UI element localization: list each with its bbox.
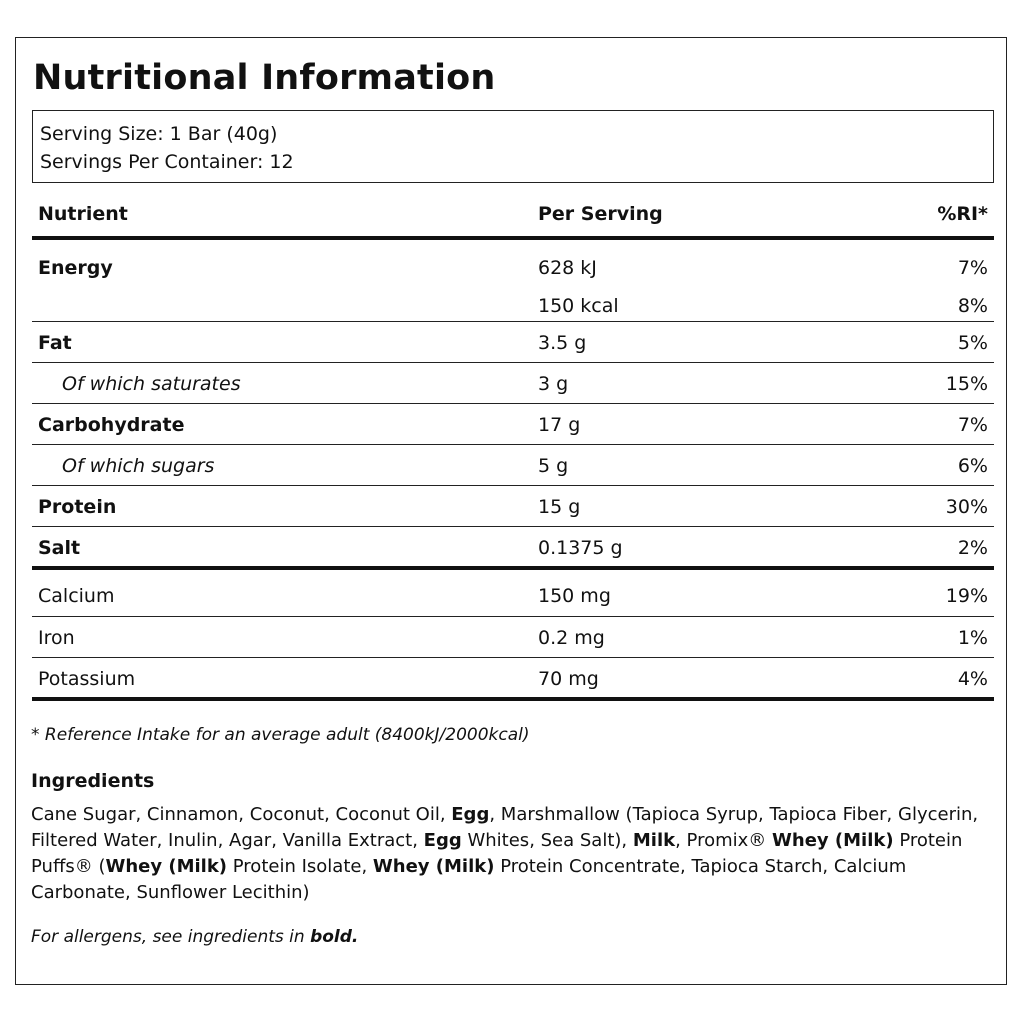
nutrient-ri: 15% bbox=[945, 373, 988, 395]
nutrient-name: Carbohydrate bbox=[38, 414, 185, 436]
nutrient-name: Fat bbox=[38, 332, 72, 354]
ingredient-text: Whites, Sea Salt), bbox=[461, 830, 633, 851]
allergen-ingredient: Whey (Milk) bbox=[372, 856, 495, 877]
nutrient-value: 15 g bbox=[538, 496, 581, 518]
nutrient-ri: 6% bbox=[957, 455, 988, 477]
serving-info-box: Serving Size: 1 Bar (40g) Servings Per C… bbox=[32, 110, 994, 183]
allergen-ingredient: Whey (Milk) bbox=[772, 830, 894, 851]
table-row-iron: Iron 0.2 mg 1% bbox=[32, 617, 994, 658]
nutrition-label: Nutritional Information Serving Size: 1 … bbox=[15, 37, 1007, 985]
nutrient-value: 0.1375 g bbox=[538, 537, 623, 559]
allergen-ingredient: Egg bbox=[451, 804, 490, 825]
ingredients-heading: Ingredients bbox=[31, 770, 155, 792]
table-row-carbohydrate: Carbohydrate 17 g 7% bbox=[32, 404, 994, 445]
allergen-note: For allergens, see ingredients in bold. bbox=[31, 927, 358, 947]
ingredients-text: Cane Sugar, Cinnamon, Coconut, Coconut O… bbox=[31, 802, 996, 906]
ingredient-text: , Marshmallow (Tapioca Syrup, Tapioca Fi… bbox=[31, 804, 979, 851]
ingredient-text: , Promix® bbox=[675, 830, 773, 851]
nutrient-name: Calcium bbox=[38, 585, 115, 607]
nutrient-name: Of which saturates bbox=[62, 373, 241, 395]
table-row-fat: Fat 3.5 g 5% bbox=[32, 322, 994, 363]
table-row-salt: Salt 0.1375 g 2% bbox=[32, 527, 994, 570]
ingredient-text: Cane Sugar, Cinnamon, Coconut, Coconut O… bbox=[31, 804, 452, 825]
ri-footnote: * Reference Intake for an average adult … bbox=[31, 725, 530, 745]
nutrient-name: Energy bbox=[38, 257, 113, 279]
header-nutrient: Nutrient bbox=[38, 203, 128, 225]
nutrient-name: Of which sugars bbox=[62, 455, 215, 477]
ingredient-text: Protein Concentrate, Tapioca Starch, Cal… bbox=[31, 856, 907, 903]
allergen-note-bold: bold. bbox=[310, 927, 359, 947]
nutrient-value: 150 mg bbox=[538, 585, 611, 607]
nutrient-value: 3 g bbox=[538, 373, 569, 395]
allergen-ingredient: Egg bbox=[423, 830, 462, 851]
allergen-ingredient: Milk bbox=[632, 830, 676, 851]
header-ri: %RI* bbox=[937, 203, 988, 225]
nutrient-value: 628 kJ bbox=[538, 257, 597, 279]
nutrient-ri: 4% bbox=[957, 668, 988, 690]
nutrient-value: 3.5 g bbox=[538, 332, 587, 354]
nutrient-value: 17 g bbox=[538, 414, 581, 436]
nutrient-ri: 1% bbox=[957, 627, 988, 649]
nutrient-name: Potassium bbox=[38, 668, 136, 690]
allergen-ingredient: Whey (Milk) bbox=[105, 856, 228, 877]
table-row-calcium: Calcium 150 mg 19% bbox=[32, 570, 994, 617]
servings-per-container: Servings Per Container: 12 bbox=[40, 151, 294, 173]
ingredient-text: Protein Isolate, bbox=[227, 856, 373, 877]
nutrient-ri: 2% bbox=[957, 537, 988, 559]
serving-size: Serving Size: 1 Bar (40g) bbox=[40, 123, 278, 145]
label-title: Nutritional Information bbox=[33, 58, 496, 98]
table-row-energy-kcal: 150 kcal 8% bbox=[32, 280, 994, 322]
header-per-serving: Per Serving bbox=[538, 203, 663, 225]
table-row-saturates: Of which saturates 3 g 15% bbox=[32, 363, 994, 404]
nutrient-value: 70 mg bbox=[538, 668, 599, 690]
table-row-protein: Protein 15 g 30% bbox=[32, 486, 994, 527]
table-header: Nutrient Per Serving %RI* bbox=[32, 195, 994, 240]
nutrition-table: Nutrient Per Serving %RI* Energy 628 kJ … bbox=[32, 195, 994, 701]
nutrient-ri: 5% bbox=[957, 332, 988, 354]
nutrient-ri: 19% bbox=[945, 585, 988, 607]
table-row-energy-kj: Energy 628 kJ 7% bbox=[32, 241, 994, 280]
ingredient-text: Protein Puffs® ( bbox=[31, 830, 963, 877]
nutrient-name: Salt bbox=[38, 537, 81, 559]
nutrient-name: Protein bbox=[38, 496, 117, 518]
nutrient-ri: 7% bbox=[957, 414, 988, 436]
nutrient-ri: 8% bbox=[957, 295, 988, 317]
nutrient-ri: 30% bbox=[945, 496, 988, 518]
nutrient-ri: 7% bbox=[957, 257, 988, 279]
table-row-sugars: Of which sugars 5 g 6% bbox=[32, 445, 994, 486]
allergen-note-text: For allergens, see ingredients in bbox=[31, 927, 311, 947]
nutrient-value: 150 kcal bbox=[538, 295, 619, 317]
nutrient-value: 0.2 mg bbox=[538, 627, 605, 649]
table-row-potassium: Potassium 70 mg 4% bbox=[32, 658, 994, 701]
nutrient-name: Iron bbox=[38, 627, 75, 649]
nutrient-value: 5 g bbox=[538, 455, 569, 477]
